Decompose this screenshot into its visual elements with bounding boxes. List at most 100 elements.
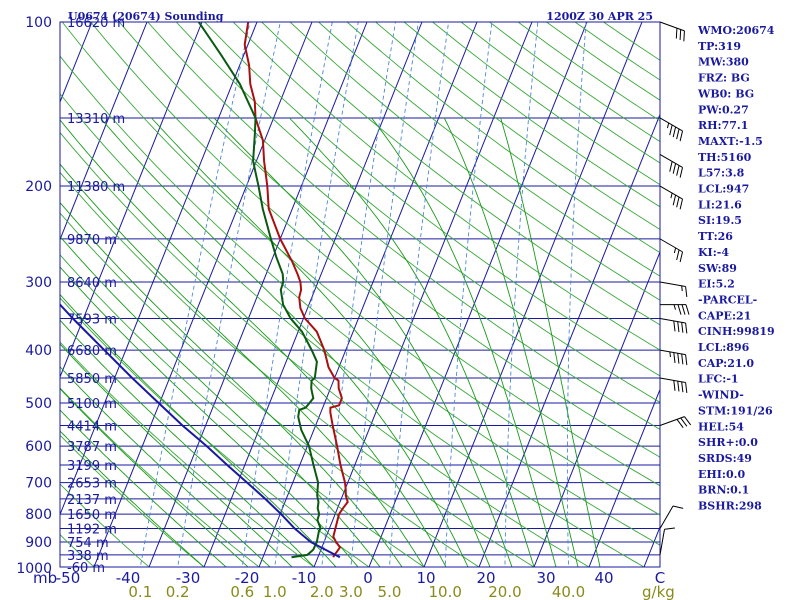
mixing-ratio-tick-label: 0.6 — [230, 583, 254, 600]
sounding-series — [60, 22, 349, 559]
index-line: TT:26 — [698, 230, 733, 243]
index-line: EI:5.2 — [698, 278, 735, 291]
height-label: 1192 m — [67, 523, 117, 538]
isotherm-line — [60, 22, 258, 516]
dry-adiabat-line — [60, 387, 260, 567]
isotherm-line — [423, 22, 643, 567]
wind-barb-feather — [679, 167, 684, 178]
temperature-tick-label: -30 — [176, 569, 201, 587]
moist-adiabat-line — [60, 319, 315, 567]
index-line: -WIND- — [698, 389, 744, 402]
isotherm-line — [148, 22, 368, 567]
wind-barb — [659, 154, 684, 178]
index-line: STM:191/26 — [698, 404, 773, 417]
index-line: MW:380 — [698, 56, 749, 69]
wind-barb-feather — [676, 128, 680, 140]
dry-adiabat-line — [318, 22, 660, 277]
background-grid — [60, 22, 660, 567]
wind-barb — [659, 505, 684, 529]
wind-barb-feather — [672, 126, 677, 138]
moist-adiabat-line — [60, 201, 403, 567]
dry-adiabat-line — [175, 22, 660, 403]
sounding-date: 1200Z 30 APR 25 — [546, 10, 653, 23]
index-line: BSHR:298 — [698, 500, 762, 513]
wind-barb-staff — [659, 238, 683, 253]
height-label: 754 m — [67, 536, 109, 551]
index-line: -PARCEL- — [698, 293, 757, 306]
mixing-ratio-line — [389, 22, 450, 567]
parcel-line — [60, 303, 341, 559]
dry-adiabat-line — [60, 254, 425, 567]
index-line: LFC:-1 — [698, 373, 739, 386]
mixing-ratio-line — [241, 22, 333, 567]
index-line: BRN:0.1 — [698, 484, 749, 497]
height-label: 6680 m — [67, 344, 117, 359]
moist-adiabat-line — [60, 235, 381, 567]
pressure-tick-label: 700 — [25, 476, 52, 492]
wind-barb-feather — [680, 417, 688, 427]
stability-indices-panel: WMO:20674 TP:319 MW:380 FRZ: BG WB0: BG PW:0.… — [697, 24, 775, 513]
isotherm-line — [60, 22, 148, 241]
wind-barb-feather — [677, 304, 682, 315]
pressure-tick-label: 300 — [25, 275, 52, 291]
dry-adiabat-line — [60, 171, 535, 567]
wind-barb-feather — [681, 381, 684, 393]
pressure-tick-label: 1000 — [16, 561, 52, 577]
wind-barb-feather — [679, 198, 684, 210]
temperature-tick-label: 30 — [536, 569, 555, 587]
isotherm-line — [60, 22, 203, 379]
index-line: KI:-4 — [698, 246, 729, 259]
moist-adiabat-line — [60, 293, 337, 567]
dry-adiabat-line — [204, 22, 660, 377]
wind-barb-feather — [677, 381, 680, 392]
temperature-tick-label: 20 — [476, 569, 495, 587]
wind-barb — [659, 377, 688, 393]
mixing-ratio-line — [444, 22, 493, 567]
moist-adiabat-line — [100, 117, 469, 567]
wind-barb-feather — [679, 251, 684, 263]
wind-barb — [660, 304, 690, 315]
index-line: TH:5160 — [698, 151, 752, 164]
isotherm-line — [588, 388, 660, 567]
temperature-tick-label: -40 — [116, 569, 141, 587]
wind-barb-feather — [685, 286, 688, 297]
index-line: PW:0.27 — [698, 103, 749, 116]
moist-adiabat-line — [213, 117, 513, 567]
moist-adiabat-line — [60, 388, 249, 567]
mixing-ratio-line — [350, 22, 419, 567]
pressure-tick-label: 400 — [25, 343, 52, 359]
wind-barb-staff — [659, 117, 683, 132]
dry-adiabat-line — [60, 534, 95, 567]
isotherm-line — [258, 22, 478, 567]
height-label: 5100 m — [67, 397, 117, 412]
wind-barb — [659, 21, 685, 42]
wind-barb-half-feather — [666, 122, 670, 129]
index-line: CAP:21.0 — [698, 357, 754, 370]
mixing-ratio-tick-label: 2.0 — [310, 583, 334, 600]
index-line: SRDS:49 — [698, 452, 752, 465]
isotherm-line — [533, 250, 660, 567]
height-label: 8640 m — [67, 276, 117, 291]
index-line: L57:3.8 — [698, 167, 745, 180]
index-line: MAXT:-1.5 — [698, 135, 763, 148]
index-line: FRZ: BG — [698, 72, 750, 85]
index-line: EHI:0.0 — [698, 468, 745, 481]
index-line: LCL:896 — [698, 341, 750, 354]
wind-barb-half-feather — [673, 247, 677, 254]
wind-barb-staff — [659, 185, 683, 200]
height-label: 16620 m — [67, 16, 125, 31]
wind-barb — [659, 318, 688, 334]
height-label: -60 m — [67, 561, 105, 576]
wind-barb — [659, 281, 688, 297]
wind-barb-half-feather — [669, 351, 671, 358]
moist-adiabat-line — [151, 117, 491, 567]
wind-barb-feather — [681, 322, 684, 333]
index-line: CAPE:21 — [698, 309, 751, 322]
mixing-ratio-line — [139, 22, 251, 567]
wind-barb-feather — [685, 322, 688, 334]
isotherm-line — [93, 22, 313, 567]
temperature-tick-label: C — [655, 569, 665, 587]
